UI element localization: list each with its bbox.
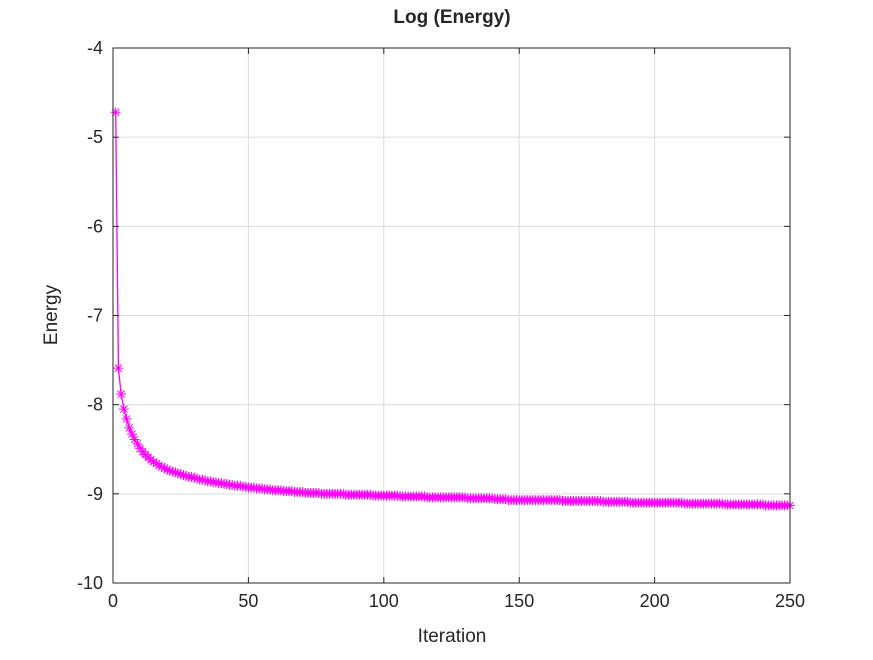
y-tick-label: -6 [87, 216, 103, 236]
data-point-marker [205, 476, 216, 487]
chart-title: Log (Energy) [393, 7, 510, 28]
data-point-marker [167, 466, 178, 477]
data-point-marker [113, 363, 124, 374]
x-axis-label: Iteration [418, 626, 487, 647]
data-point-marker [132, 438, 143, 449]
data-point-marker [116, 388, 127, 399]
data-point-marker [145, 454, 156, 465]
x-tick-label: 250 [775, 591, 805, 611]
data-point-marker [248, 482, 259, 493]
data-point-marker [275, 485, 286, 496]
data-point-marker [595, 495, 606, 506]
data-point-marker [162, 464, 173, 475]
x-tick-label: 100 [369, 591, 399, 611]
data-point-marker [178, 470, 189, 481]
data-point-marker [265, 484, 276, 495]
data-point-marker [419, 491, 430, 502]
ticks: 0 50 100 150 200 250 -10 -9 -8 -7 -6 -5 -4 [77, 38, 805, 611]
data-point-marker [189, 472, 200, 483]
data-point-marker [313, 487, 324, 498]
data-point-marker [221, 479, 232, 490]
data-point-marker [170, 467, 181, 478]
data-point-marker [156, 462, 167, 473]
series-energy [110, 107, 795, 511]
data-point-marker [118, 404, 129, 415]
data-point-marker [297, 487, 308, 498]
data-point-marker [172, 468, 183, 479]
data-point-marker [676, 497, 687, 508]
data-point-marker [121, 413, 132, 424]
data-point-marker [757, 499, 768, 510]
data-point-marker [151, 458, 162, 469]
data-point-marker [186, 471, 197, 482]
x-tick-label: 200 [640, 591, 670, 611]
y-tick-label: -5 [87, 127, 103, 147]
data-point-marker [126, 429, 137, 440]
data-point-marker [175, 469, 186, 480]
y-tick-label: -8 [87, 395, 103, 415]
data-point-marker [148, 456, 159, 467]
data-point-marker [338, 488, 349, 499]
data-point-marker [191, 473, 202, 484]
data-point-marker [392, 490, 403, 501]
x-tick-label: 50 [238, 591, 258, 611]
data-point-marker [227, 479, 238, 490]
data-point-marker [235, 480, 246, 491]
data-point-marker [197, 474, 208, 485]
data-point-marker [554, 495, 565, 506]
data-point-marker [622, 496, 633, 507]
series-line [115, 112, 790, 507]
data-point-marker [200, 475, 211, 486]
data-point-marker [286, 486, 297, 497]
data-point-marker [210, 477, 221, 488]
y-tick-label: -4 [87, 38, 103, 58]
data-point-marker [256, 483, 267, 494]
data-point-marker [159, 462, 170, 473]
data-point-marker [460, 492, 471, 503]
y-tick-label: -7 [87, 306, 103, 326]
x-tick-label: 150 [504, 591, 534, 611]
data-point-marker [154, 460, 165, 471]
data-point-marker [164, 465, 175, 476]
data-point-marker [717, 498, 728, 509]
x-tick-label: 0 [108, 591, 118, 611]
data-point-marker [487, 493, 498, 504]
data-point-marker [110, 107, 121, 118]
data-point-marker [124, 422, 135, 433]
data-point-marker [135, 443, 146, 454]
data-point-marker [365, 489, 376, 500]
y-axis-label: Energy [41, 284, 62, 345]
y-tick-label: -10 [77, 573, 103, 593]
data-point-marker [240, 481, 251, 492]
data-point-marker [129, 434, 140, 445]
y-tick-label: -9 [87, 484, 103, 504]
data-point-marker [216, 478, 227, 489]
data-point-marker [500, 494, 511, 505]
data-point-marker [181, 471, 192, 481]
